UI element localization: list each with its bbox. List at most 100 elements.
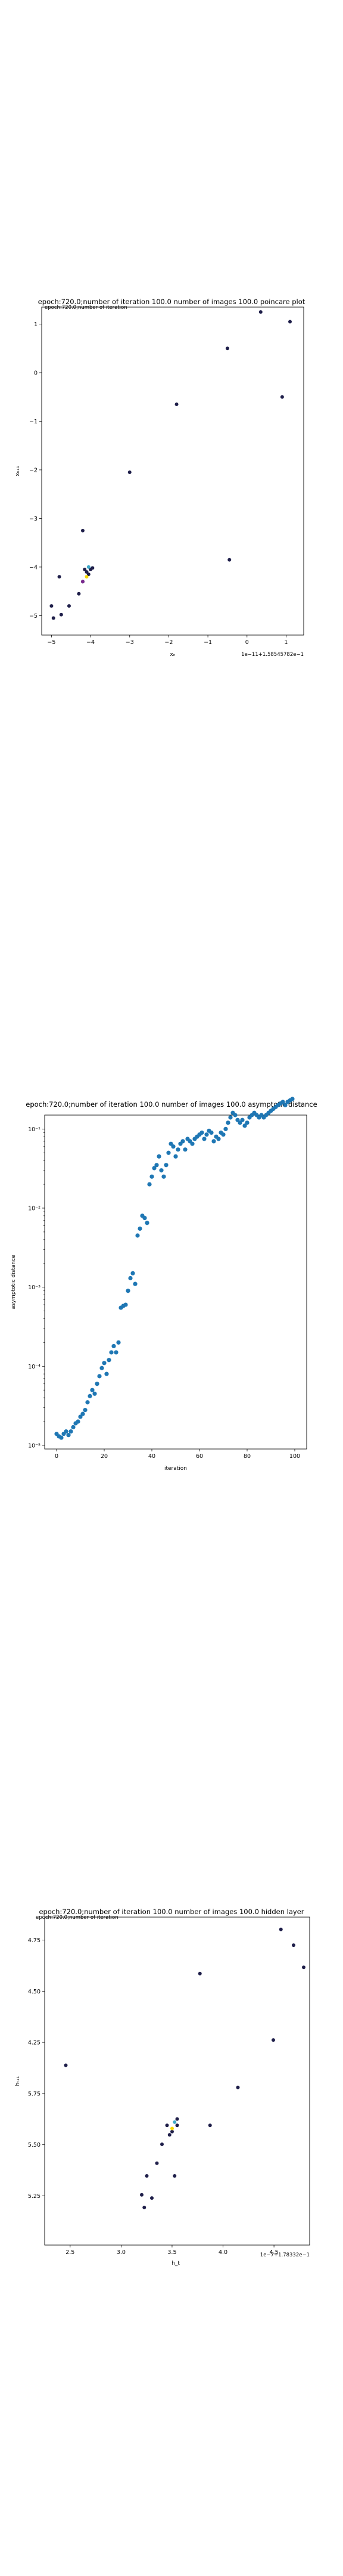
x-axis-label: h_t bbox=[172, 2261, 180, 2267]
y-tick-label: −1 bbox=[29, 419, 38, 425]
x-tick-label: 0 bbox=[55, 1453, 58, 1460]
data-point bbox=[85, 1400, 90, 1405]
x-tick-label: −3 bbox=[126, 639, 134, 646]
data-point bbox=[223, 1126, 228, 1131]
data-point bbox=[154, 1163, 159, 1168]
data-point bbox=[199, 1130, 204, 1135]
x-tick-label: 80 bbox=[244, 1453, 251, 1460]
data-point bbox=[76, 1419, 80, 1424]
y-tick-label: 5.75 bbox=[28, 2091, 40, 2097]
data-point bbox=[283, 1103, 288, 1108]
data-point bbox=[216, 1137, 221, 1141]
plot-frame bbox=[44, 1114, 307, 1450]
data-point bbox=[83, 1408, 88, 1413]
data-point bbox=[142, 1215, 147, 1221]
data-point bbox=[116, 1340, 121, 1345]
data-points bbox=[49, 310, 292, 620]
data-point bbox=[190, 1141, 195, 1146]
overlay-text: epoch:720.0;number of iteration bbox=[45, 305, 127, 311]
y-tick-label: 10⁻⁴ bbox=[28, 1364, 40, 1370]
data-point bbox=[145, 2174, 149, 2178]
x-tick-label: 2.5 bbox=[66, 2249, 74, 2256]
data-point bbox=[133, 1281, 138, 1286]
chart-title: epoch:720.0;number of iteration 100.0 nu… bbox=[26, 1100, 317, 1109]
data-point bbox=[225, 346, 229, 351]
data-point bbox=[202, 1137, 207, 1141]
data-point bbox=[209, 1130, 214, 1135]
data-point bbox=[49, 604, 54, 608]
x-axis-label: iteration bbox=[164, 1466, 187, 1472]
data-point bbox=[170, 2129, 174, 2134]
data-point bbox=[160, 2142, 164, 2146]
data-point bbox=[104, 1371, 109, 1376]
data-point bbox=[51, 616, 55, 620]
y-tick-label: 1 bbox=[34, 321, 38, 328]
x-tick-label: 100 bbox=[289, 1453, 300, 1460]
axis-ticks: 0 20 40 60 80 100 10⁻⁵ 10⁻⁴ 10⁻³ 10⁻² 10⁻¹ bbox=[28, 1126, 300, 1460]
data-point bbox=[149, 1174, 154, 1179]
data-point bbox=[140, 2193, 144, 2197]
y-tick-label: −5 bbox=[29, 613, 38, 620]
data-point bbox=[145, 1221, 149, 1225]
data-point bbox=[227, 558, 232, 562]
y-tick-label: −4 bbox=[29, 564, 38, 571]
data-point bbox=[95, 1382, 99, 1386]
y-tick-label: 0 bbox=[34, 370, 38, 377]
data-point bbox=[97, 1374, 102, 1379]
data-point bbox=[138, 1226, 142, 1231]
data-point bbox=[92, 1391, 97, 1396]
y-tick-label: 4.25 bbox=[28, 2040, 40, 2046]
plot-frame bbox=[44, 1916, 310, 2246]
data-point bbox=[165, 2123, 169, 2128]
data-point bbox=[80, 528, 85, 532]
data-point bbox=[91, 566, 95, 570]
axis-ticks: 2.5 3.0 3.5 4.0 4.5 5.25 5.50 5.75 4.25 4.50 4.75 bbox=[28, 1937, 279, 2256]
overlay-text: epoch:720.0;number of iteration bbox=[36, 1915, 119, 1921]
y-tick-label: 10⁻¹ bbox=[28, 1126, 40, 1133]
data-point bbox=[166, 1150, 171, 1155]
data-point bbox=[280, 395, 284, 399]
data-point bbox=[152, 1166, 157, 1171]
y-tick-label: 4.75 bbox=[28, 1937, 40, 1944]
highlight-point bbox=[173, 2120, 177, 2124]
x-tick-label: 60 bbox=[196, 1453, 203, 1460]
data-point bbox=[175, 2117, 179, 2121]
data-point bbox=[211, 1139, 216, 1144]
data-point bbox=[240, 1117, 245, 1122]
x-tick-label: 0 bbox=[245, 639, 249, 646]
data-point bbox=[258, 310, 263, 314]
data-point bbox=[147, 1182, 152, 1187]
x-axis-label: xₙ bbox=[170, 652, 176, 658]
data-point bbox=[85, 570, 89, 574]
data-point bbox=[245, 1120, 250, 1125]
data-point bbox=[176, 1147, 180, 1152]
data-point bbox=[86, 572, 91, 577]
data-point bbox=[150, 2196, 154, 2200]
y-tick-label: 10⁻² bbox=[28, 1206, 40, 1212]
data-point bbox=[161, 1174, 166, 1179]
data-point bbox=[198, 1971, 202, 1976]
y-tick-label: −3 bbox=[29, 516, 38, 522]
data-point bbox=[128, 1275, 133, 1281]
data-point bbox=[236, 2085, 240, 2089]
y-tick-label: 5.50 bbox=[28, 2142, 40, 2148]
data-point bbox=[114, 1350, 119, 1355]
data-point bbox=[66, 1433, 71, 1438]
data-point bbox=[221, 1132, 226, 1137]
x-tick-label: 1 bbox=[284, 639, 288, 646]
data-point bbox=[59, 1435, 64, 1440]
axis-ticks: −5 −4 −3 −2 −1 0 1 −5 −4 −3 −2 −1 0 1 bbox=[29, 321, 288, 646]
chart-title: epoch:720.0;number of iteration 100.0 nu… bbox=[38, 298, 305, 306]
data-point bbox=[204, 1132, 209, 1137]
hidden-layer-figure: epoch:720.0;number of iteration 100.0 nu… bbox=[0, 1896, 343, 2278]
data-point bbox=[242, 1123, 247, 1128]
data-point bbox=[123, 1302, 128, 1307]
x-tick-label: 4.5 bbox=[270, 2249, 279, 2256]
data-point bbox=[130, 1271, 135, 1275]
data-point bbox=[183, 1147, 188, 1152]
data-point bbox=[288, 320, 292, 324]
data-point bbox=[279, 1927, 283, 1931]
data-point bbox=[102, 1361, 107, 1366]
x-tick-label: −1 bbox=[204, 639, 212, 646]
data-point bbox=[67, 604, 71, 608]
